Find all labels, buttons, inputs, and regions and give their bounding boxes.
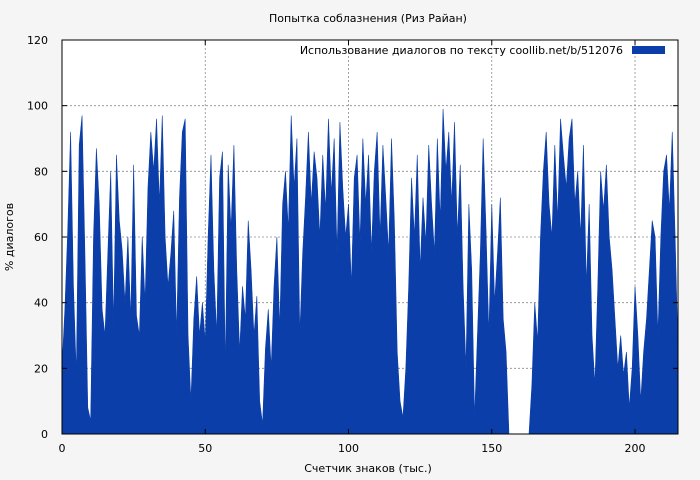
y-axis-label: % диалогов	[3, 203, 16, 271]
legend: Использование диалогов по тексту coollib…	[300, 44, 665, 57]
y-tick-label: 80	[34, 165, 48, 178]
y-tick-label: 20	[34, 362, 48, 375]
x-tick-label: 0	[59, 442, 66, 455]
x-tick-label: 150	[481, 442, 502, 455]
y-tick-label: 100	[27, 100, 48, 113]
x-axis-label: Счетчик знаков (тыс.)	[304, 462, 432, 475]
x-tick-label: 50	[198, 442, 212, 455]
y-tick-label: 40	[34, 297, 48, 310]
legend-label: Использование диалогов по тексту coollib…	[300, 44, 623, 57]
y-tick-label: 60	[34, 231, 48, 244]
y-tick-label: 120	[27, 34, 48, 47]
legend-swatch	[632, 46, 665, 54]
y-tick-label: 0	[41, 428, 48, 441]
y-axis-ticks: 0 20 40 60 80 100 120	[27, 34, 678, 441]
x-tick-label: 200	[625, 442, 646, 455]
chart-title: Попытка соблазнения (Риз Райан)	[269, 12, 467, 25]
x-axis-ticks: 0 50 100 150 200	[59, 40, 646, 455]
x-tick-label: 100	[338, 442, 359, 455]
